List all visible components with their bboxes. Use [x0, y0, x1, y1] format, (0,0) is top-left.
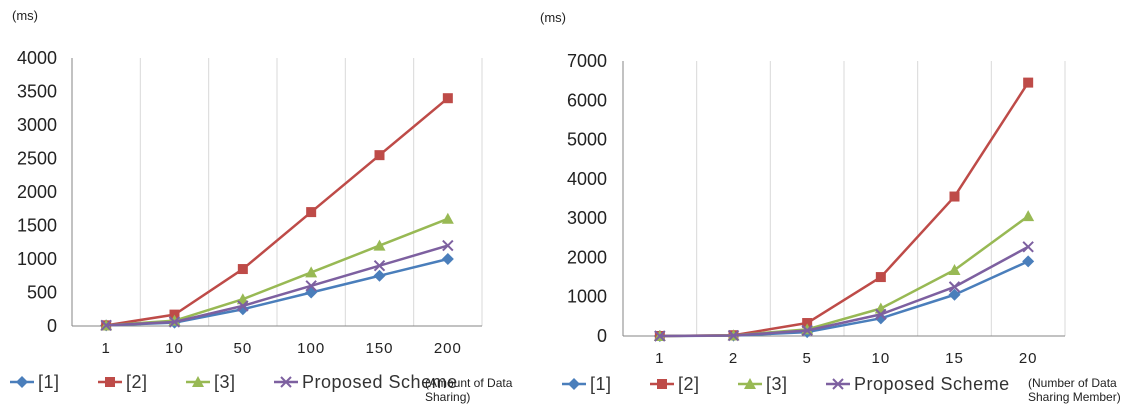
- y-unit-label: (ms): [540, 10, 566, 25]
- data-point: [373, 259, 386, 272]
- data-point: [1022, 255, 1035, 268]
- data-point: [305, 266, 318, 278]
- data-point: [1022, 241, 1034, 253]
- data-point: [949, 191, 960, 202]
- legend-label: [2]: [126, 372, 148, 392]
- x-tick-label: 10: [165, 340, 184, 357]
- data-point: [237, 264, 248, 275]
- x-axis-label: Sharing Member): [1028, 390, 1121, 404]
- x-axis-label: (Amount of Data: [425, 376, 513, 390]
- data-point: [306, 207, 317, 218]
- data-point: [441, 212, 454, 224]
- series-line-4: [106, 244, 449, 327]
- legend-label: [1]: [590, 374, 612, 394]
- y-tick-label: 5000: [567, 130, 607, 150]
- legend-item-2: [2]: [650, 374, 700, 394]
- data-point: [875, 308, 887, 321]
- data-point: [237, 300, 249, 312]
- y-tick-label: 1500: [17, 216, 57, 236]
- data-point: [948, 288, 961, 301]
- data-point: [373, 239, 386, 251]
- x-tick-label: 20: [1019, 350, 1038, 367]
- y-tick-label: 500: [27, 283, 57, 303]
- legend-marker: [657, 379, 667, 389]
- x-tick-label: 1: [101, 340, 110, 357]
- x-tick-label: 50: [233, 340, 252, 357]
- chart-2: (ms) 0 1000 2000 3000 4000 5000 6000 7000 1 2 5 10 15…: [540, 10, 1121, 404]
- legend-item-3: [3]: [186, 372, 236, 392]
- data-point: [1022, 210, 1035, 222]
- x-tick-label: 10: [871, 350, 890, 367]
- y-tick-label: 4000: [567, 169, 607, 189]
- legend-label: [3]: [766, 374, 788, 394]
- x-tick-label: 15: [945, 350, 964, 367]
- legend-item-1: [1]: [562, 374, 612, 394]
- y-tick-label: 6000: [567, 90, 607, 110]
- y-unit-label: (ms): [12, 8, 38, 23]
- data-point: [1023, 77, 1034, 88]
- legend-label: Proposed Scheme: [302, 372, 458, 392]
- data-point: [305, 280, 317, 292]
- legend-item-1: [1]: [10, 372, 60, 392]
- x-tick-label: 100: [297, 340, 325, 357]
- data-point: [442, 93, 453, 104]
- y-tick-label: 7000: [567, 51, 607, 71]
- x-axis-label: Sharing): [425, 390, 470, 404]
- data-point: [100, 319, 112, 332]
- y-tick-label: 2000: [567, 247, 607, 267]
- data-point: [654, 330, 666, 342]
- data-point: [236, 293, 249, 305]
- x-tick-label: 150: [365, 340, 393, 357]
- legend-item-4: Proposed Scheme: [826, 374, 1010, 394]
- legend-label: [1]: [38, 372, 60, 392]
- legend-marker: [105, 377, 115, 387]
- data-point: [727, 329, 740, 342]
- series-line-2: [105, 97, 449, 327]
- x-axis-label: (Number of Data: [1028, 376, 1117, 390]
- legend-label: [2]: [678, 374, 700, 394]
- legend-item-3: [3]: [738, 374, 788, 394]
- data-point: [442, 239, 454, 252]
- legend-label: Proposed Scheme: [854, 374, 1010, 394]
- y-tick-label: 3500: [17, 82, 57, 102]
- chart-1: (ms) 0 500 1000 1500 2000 2500 3000 3500 4000 1 10 5…: [10, 8, 513, 404]
- data-point: [373, 269, 386, 282]
- data-point: [802, 318, 813, 329]
- legend-marker: [832, 378, 844, 390]
- y-tick-label: 3000: [17, 115, 57, 135]
- legend-item-4: Proposed Scheme: [274, 372, 458, 392]
- legend-marker: [16, 376, 28, 388]
- y-tick-label: 2000: [17, 182, 57, 202]
- data-point: [801, 324, 813, 337]
- data-point: [374, 150, 385, 161]
- y-tick-label: 3000: [567, 208, 607, 228]
- legend-marker: [280, 376, 292, 388]
- y-tick-label: 0: [597, 326, 607, 346]
- legend-item-2: [2]: [98, 372, 148, 392]
- legend-marker: [568, 378, 580, 390]
- legend-label: [3]: [214, 372, 236, 392]
- series-line-4: [659, 245, 1029, 338]
- x-tick-label: 1: [655, 350, 664, 367]
- data-point: [169, 309, 180, 320]
- x-tick-label: 200: [434, 340, 462, 357]
- y-tick-label: 1000: [567, 287, 607, 307]
- data-point: [168, 316, 181, 328]
- data-point: [441, 253, 454, 265]
- y-tick-label: 2500: [17, 149, 57, 169]
- x-tick-label: 2: [729, 350, 738, 367]
- data-point: [875, 272, 886, 283]
- x-tick-label: 5: [802, 350, 811, 367]
- y-tick-label: 0: [47, 316, 57, 336]
- data-point: [948, 264, 961, 275]
- data-point: [948, 281, 961, 293]
- y-tick-label: 1000: [17, 249, 57, 269]
- legend-marker: [744, 378, 756, 389]
- legend-marker: [192, 376, 204, 387]
- y-tick-label: 4000: [17, 48, 57, 68]
